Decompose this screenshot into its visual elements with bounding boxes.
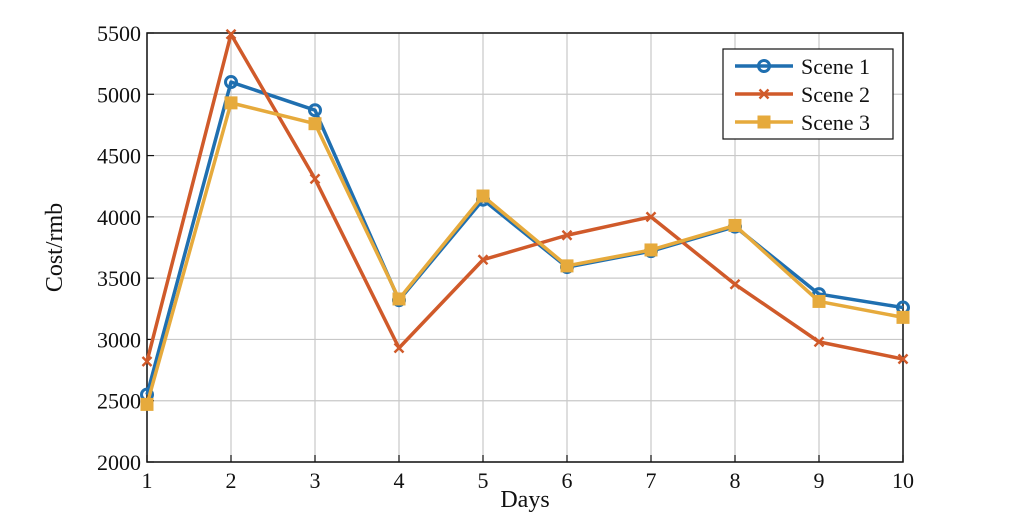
series-2-point	[141, 356, 153, 367]
series-2-point	[225, 28, 237, 40]
x-tick-label: 6	[562, 468, 573, 493]
series-1-point	[224, 75, 238, 90]
series-2	[141, 28, 909, 367]
legend-item: Scene 3	[735, 110, 870, 135]
series-3-point	[392, 292, 406, 306]
series-3-point	[140, 397, 154, 411]
legend-label: Scene 1	[801, 54, 870, 79]
series-2-point	[309, 173, 321, 185]
series-2-point	[897, 353, 909, 365]
series-3	[140, 96, 910, 411]
legend-marker	[758, 88, 770, 100]
legend-item: Scene 2	[735, 82, 870, 107]
y-tick-label: 5500	[97, 21, 141, 46]
series-3-point	[224, 96, 238, 110]
legend-marker	[757, 59, 771, 73]
legend-label: Scene 2	[801, 82, 870, 107]
x-tick-label: 1	[142, 468, 153, 493]
y-tick-label: 2000	[97, 450, 141, 475]
x-tick-label: 2	[226, 468, 237, 493]
x-tick-label: 8	[730, 468, 741, 493]
series-3-point	[896, 310, 910, 324]
y-axis-title: Cost/rmb	[42, 203, 68, 292]
series-2-point	[645, 211, 657, 223]
x-axis-title: Days	[500, 487, 549, 513]
x-tick-label: 5	[478, 468, 489, 493]
series-3-point	[476, 189, 490, 203]
series-group	[140, 28, 910, 411]
series-2-point	[477, 254, 489, 266]
series-3-point	[728, 218, 742, 232]
series-3-point	[560, 259, 574, 273]
series-3-line	[145, 101, 904, 405]
series-2-point	[561, 229, 573, 241]
series-2-point	[813, 336, 825, 348]
x-tick-label: 4	[394, 468, 405, 493]
y-tick-label: 4000	[97, 205, 141, 230]
series-1-line	[145, 80, 904, 396]
plot-area-frame	[146, 32, 904, 463]
series-2-point	[393, 342, 405, 354]
x-tick-label: 7	[646, 468, 657, 493]
legend-item: Scene 1	[735, 54, 870, 79]
series-2-point	[729, 278, 741, 290]
x-tick-label: 9	[814, 468, 825, 493]
legend-marker	[757, 115, 771, 129]
legend: Scene 1 Scene 2 Scene 3	[722, 48, 894, 140]
series-3-point	[644, 243, 658, 257]
y-tick-label: 4500	[97, 144, 141, 169]
y-tick-label: 3000	[97, 327, 141, 352]
legend-label: Scene 3	[801, 110, 870, 135]
axis-ticks: 1 2 3 4 5 6 7 8 9 10 2000 2500 3000 3500 4000 4500 5000 5…	[97, 21, 914, 493]
series-1-point	[308, 103, 322, 118]
y-tick-label: 2500	[97, 389, 141, 414]
x-tick-label: 3	[310, 468, 321, 493]
series-3-point	[308, 117, 322, 131]
series-2-line	[145, 32, 904, 362]
series-3-point	[812, 294, 826, 308]
x-tick-label: 10	[892, 468, 914, 493]
y-tick-label: 3500	[97, 266, 141, 291]
y-tick-label: 5000	[97, 82, 141, 107]
